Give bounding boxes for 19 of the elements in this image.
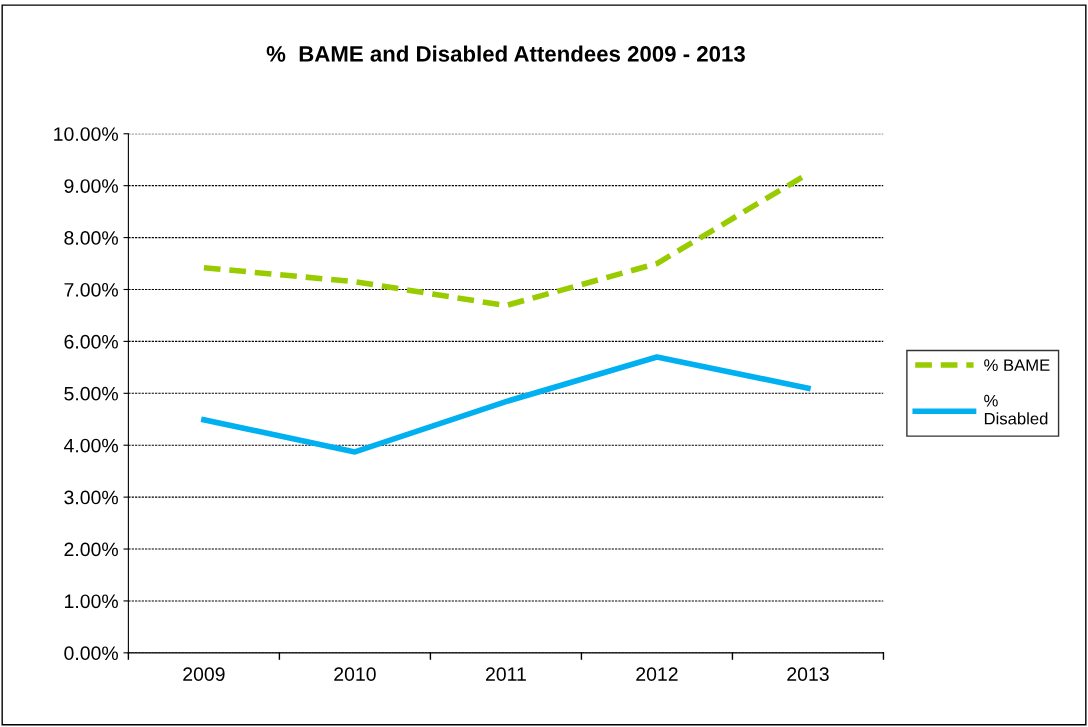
- y-tick-label: 4.00%: [63, 438, 118, 453]
- legend-label: % Disabled: [984, 394, 1048, 425]
- y-tick-label: 0.00%: [64, 646, 118, 661]
- x-tick-label: 2010: [334, 667, 376, 682]
- x-tick-label: 2011: [485, 667, 526, 682]
- y-tick-label: 5.00%: [64, 386, 118, 401]
- y-tick-label: 8.00%: [64, 231, 118, 245]
- y-tick-label: 6.00%: [64, 334, 118, 349]
- y-tick-label: 3.00%: [64, 490, 118, 505]
- y-tick-label: 1.00%: [65, 594, 118, 609]
- x-tick-label: 2013: [787, 667, 829, 682]
- legend-label: % BAME: [984, 359, 1050, 371]
- y-tick-label: 7.00%: [64, 282, 118, 297]
- x-tick-label: 2009: [183, 667, 225, 682]
- y-tick-label: 10.00%: [54, 127, 118, 141]
- x-tick-label: 2012: [636, 667, 678, 682]
- y-tick-label: 9.00%: [64, 179, 118, 193]
- chart-title: % BAME and Disabled Attendees 2009 - 2013: [266, 45, 745, 62]
- y-tick-label: 2.00%: [64, 542, 118, 557]
